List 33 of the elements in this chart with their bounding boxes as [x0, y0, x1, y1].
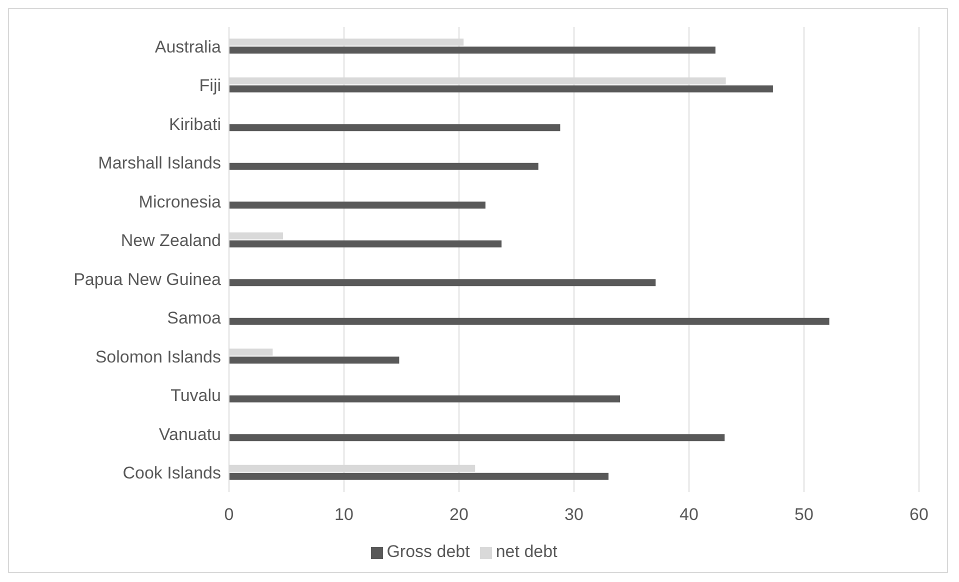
bar	[229, 434, 725, 442]
y-tick-label: Fiji	[199, 76, 221, 96]
y-tick-label: Marshall Islands	[98, 154, 221, 173]
x-tick-label: 30	[564, 505, 584, 524]
bar	[229, 318, 830, 325]
y-tick-label: Cook Islands	[122, 464, 221, 483]
y-tick-label: Vanuatu	[158, 424, 221, 444]
bar	[229, 472, 608, 480]
y-tick-label: Solomon Islands	[95, 347, 221, 366]
x-tick-label: 50	[794, 505, 814, 524]
bar	[229, 202, 486, 209]
bar	[229, 124, 560, 132]
y-tick-label: New Zealand	[120, 231, 221, 250]
x-tick-label: 0	[224, 505, 234, 524]
y-tick-label: Samoa	[167, 308, 222, 328]
x-tick-label: 20	[450, 505, 468, 524]
y-tick-label: Papua New Guinea	[74, 270, 222, 289]
x-tick-label: 40	[680, 505, 698, 524]
bar	[229, 46, 716, 54]
x-tick-label: 10	[334, 505, 354, 524]
y-tick-label: Tuvalu	[170, 386, 221, 406]
y-tick-label: Australia	[154, 37, 222, 56]
bar	[229, 85, 773, 92]
legend-label: net debt	[496, 542, 558, 561]
bar	[229, 395, 620, 402]
legend-label: Gross debt	[386, 542, 470, 561]
bar	[229, 356, 400, 364]
y-tick-label: Kiribati	[169, 114, 221, 134]
bar	[229, 162, 538, 170]
x-tick-label: 60	[910, 505, 928, 524]
bar	[229, 279, 656, 286]
y-tick-label: Micronesia	[138, 192, 222, 212]
bar	[229, 240, 502, 248]
